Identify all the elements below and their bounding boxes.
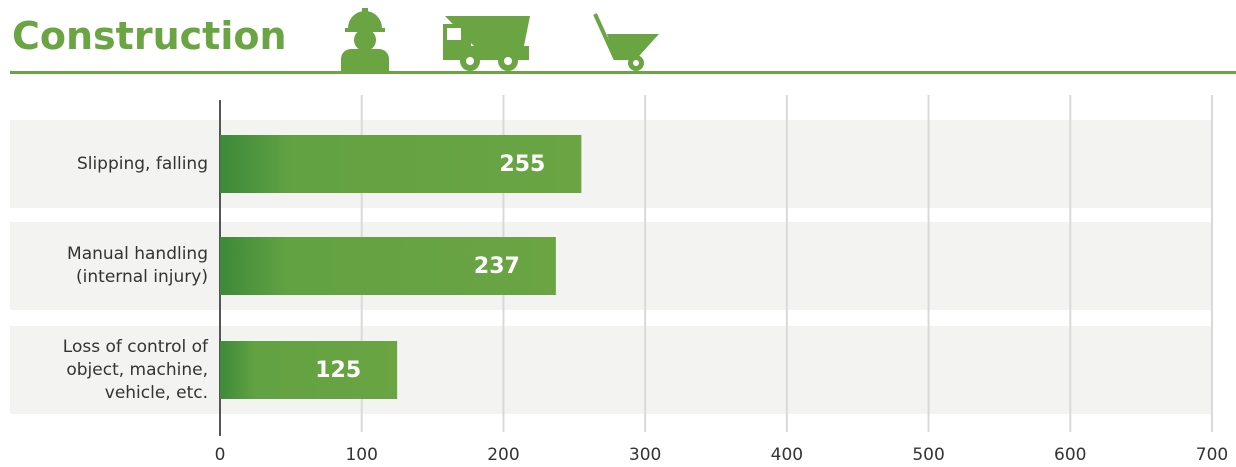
row-band <box>10 222 1212 310</box>
x-tick-label: 500 <box>912 445 944 465</box>
bar-value-label: 125 <box>315 358 361 383</box>
truck-icon <box>443 16 530 71</box>
worker-icon <box>341 8 389 71</box>
y-tick-label: Loss of control of object, machine, vehi… <box>62 336 208 403</box>
wheelbarrow-icon <box>593 13 659 71</box>
y-tick-label: Slipping, falling <box>76 153 208 174</box>
row-band <box>10 120 1212 208</box>
bar-value-label: 237 <box>474 254 520 279</box>
x-tick-label: 400 <box>771 445 803 465</box>
x-tick-label: 0 <box>215 445 226 465</box>
x-tick-label: 200 <box>487 445 519 465</box>
bar <box>220 341 398 399</box>
bar-value-label: 255 <box>499 152 545 177</box>
x-tick-label: 100 <box>345 445 377 465</box>
row-band <box>10 326 1212 414</box>
y-tick-label: Manual handling (internal injury) <box>67 244 208 287</box>
x-tick-label: 600 <box>1054 445 1086 465</box>
title-rule <box>10 71 1236 74</box>
x-tick-label: 300 <box>629 445 661 465</box>
bar <box>220 135 582 193</box>
x-tick-label: 700 <box>1196 445 1228 465</box>
chart-title: Construction <box>12 14 287 58</box>
bar <box>220 237 556 295</box>
